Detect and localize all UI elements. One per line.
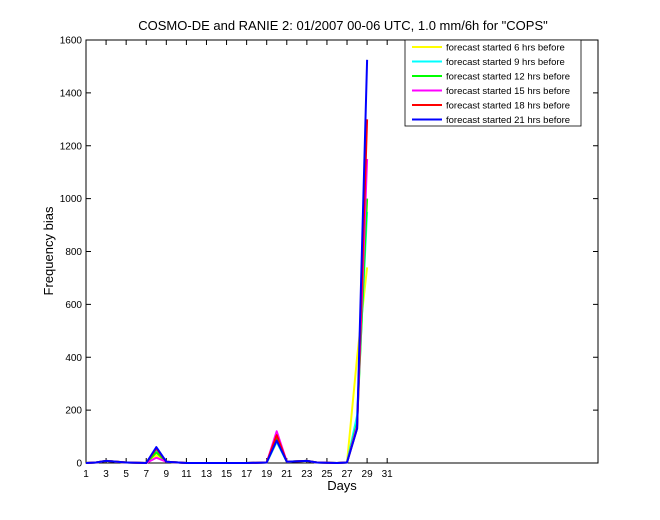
x-tick-label: 27 xyxy=(341,469,353,480)
x-tick-label: 15 xyxy=(221,469,233,480)
y-tick-label: 1200 xyxy=(60,141,83,152)
y-tick-label: 400 xyxy=(65,353,82,364)
x-tick-label: 3 xyxy=(103,469,109,480)
legend-label-2: forecast started 9 hrs before xyxy=(446,57,565,68)
y-tick-label: 200 xyxy=(65,406,82,417)
chart-title: COSMO-DE and RANIE 2: 01/2007 00-06 UTC,… xyxy=(138,18,548,33)
y-tick-label: 1400 xyxy=(60,88,83,99)
x-axis-ticks: 1 3 5 7 9 11 13 15 17 19 21 23 25 27 29 31 xyxy=(83,40,393,480)
y-tick-label: 800 xyxy=(65,247,82,258)
x-tick-label: 21 xyxy=(281,469,293,480)
x-tick-label: 23 xyxy=(301,469,313,480)
legend-label-5: forecast started 18 hrs before xyxy=(446,101,570,112)
y-tick-label: 600 xyxy=(65,300,82,311)
y-axis-ticks: 0 200 400 600 800 1000 1200 1400 1600 xyxy=(60,36,598,470)
x-tick-label: 9 xyxy=(164,469,170,480)
x-tick-label: 31 xyxy=(382,469,394,480)
x-tick-label: 17 xyxy=(241,469,253,480)
y-tick-label: 1600 xyxy=(60,36,83,47)
legend-box xyxy=(404,39,582,127)
legend-label-3: forecast started 12 hrs before xyxy=(446,72,570,83)
x-tick-label: 13 xyxy=(201,469,213,480)
x-tick-label: 11 xyxy=(181,469,192,480)
legend-label-6: forecast started 21 hrs before xyxy=(446,115,570,126)
y-tick-label: 0 xyxy=(76,459,82,470)
x-tick-label: 25 xyxy=(321,469,333,480)
legend-label-1: forecast started 6 hrs before xyxy=(446,43,565,54)
x-tick-label: 19 xyxy=(261,469,273,480)
series-line-6 xyxy=(85,59,369,464)
x-tick-label: 29 xyxy=(362,469,374,480)
x-axis-label: Days xyxy=(327,478,357,493)
y-tick-label: 1000 xyxy=(60,194,83,205)
x-tick-label: 1 xyxy=(83,469,89,480)
legend-label-4: forecast started 15 hrs before xyxy=(446,86,570,97)
x-tick-label: 7 xyxy=(143,469,149,480)
x-tick-label: 5 xyxy=(123,469,129,480)
legend: forecast started 6 hrs before forecast st… xyxy=(404,39,582,127)
y-axis-label: Frequency bias xyxy=(41,206,56,295)
series-lines xyxy=(85,59,369,464)
